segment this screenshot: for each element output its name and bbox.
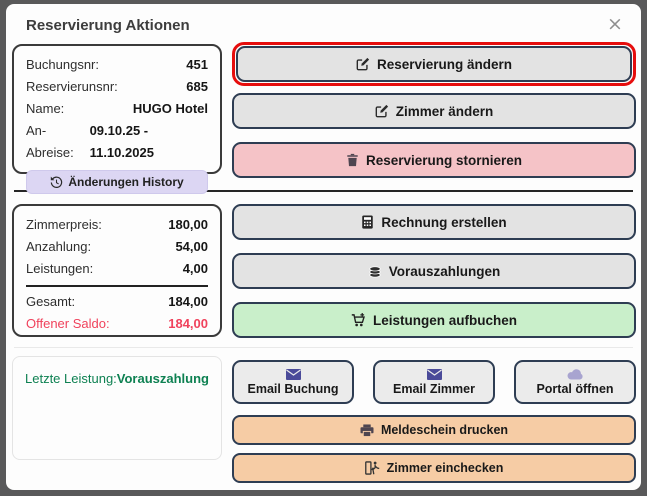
info-value: 184,00	[168, 316, 208, 331]
highlighted-target: Reservierung ändern	[232, 42, 636, 86]
button-label: Reservierung ändern	[376, 56, 513, 72]
envelope-icon	[285, 368, 301, 380]
button-label: Rechnung erstellen	[381, 214, 507, 230]
printer-icon	[360, 423, 374, 437]
button-label: Zimmer ändern	[395, 103, 494, 119]
info-value: 451	[186, 57, 208, 72]
section-services: Letzte Leistung: Vorauszahlung Email Buc…	[6, 356, 641, 483]
info-label: Leistungen:	[26, 261, 94, 276]
info-row: Reservierunsnr: 685	[26, 76, 208, 98]
button-label: Zimmer einchecken	[386, 461, 504, 475]
info-row: Leistungen: 4,00	[26, 258, 208, 280]
billing-info-panel: Zimmerpreis: 180,00 Anzahlung: 54,00 Lei…	[12, 204, 222, 337]
envelope-icon	[426, 368, 442, 380]
info-value: 184,00	[168, 294, 208, 309]
check-in-room-button[interactable]: Zimmer einchecken	[232, 453, 636, 483]
button-label: Email Zimmer	[393, 381, 475, 396]
info-label: An-Abreise:	[26, 123, 74, 160]
history-button-label: Änderungen History	[68, 175, 184, 189]
info-value: 09.10.25 - 11.10.2025	[89, 123, 154, 160]
reservation-actions-dialog: Reservierung Aktionen × Buchungsnr: 451 …	[6, 4, 641, 490]
button-label: Vorauszahlungen	[388, 263, 501, 279]
total-row: Gesamt: 184,00	[26, 291, 208, 313]
info-value: 685	[186, 79, 208, 94]
info-label: Buchungsnr:	[26, 57, 99, 72]
cloud-icon	[567, 368, 583, 380]
cancel-reservation-button[interactable]: Reservierung stornieren	[232, 142, 636, 178]
coins-icon	[368, 265, 382, 278]
button-label: Meldeschein drucken	[380, 423, 509, 437]
info-value: 180,00	[168, 217, 208, 232]
section-reservation: Buchungsnr: 451 Reservierunsnr: 685 Name…	[6, 42, 641, 194]
button-label: Reservierung stornieren	[365, 152, 523, 168]
info-row: Name: HUGO Hotel	[26, 98, 208, 120]
info-label: Letzte Leistung:	[25, 371, 117, 386]
info-row: Buchungsnr: 451	[26, 54, 208, 76]
email-booking-button[interactable]: Email Buchung	[232, 360, 354, 404]
trash-icon	[346, 153, 359, 167]
change-reservation-button[interactable]: Reservierung ändern	[236, 46, 632, 82]
info-label: Name:	[26, 101, 65, 116]
info-value: 54,00	[175, 239, 208, 254]
last-service-panel: Letzte Leistung: Vorauszahlung	[12, 356, 222, 460]
change-room-button[interactable]: Zimmer ändern	[232, 93, 636, 129]
info-row: Zimmerpreis: 180,00	[26, 214, 208, 236]
info-row: Anzahlung: 54,00	[26, 236, 208, 258]
info-label: Gesamt:	[26, 294, 76, 309]
last-service-row: Letzte Leistung: Vorauszahlung	[25, 368, 209, 390]
calculator-icon	[361, 215, 374, 229]
email-room-button[interactable]: Email Zimmer	[373, 360, 495, 404]
open-portal-button[interactable]: Portal öffnen	[514, 360, 636, 404]
book-services-button[interactable]: Leistungen aufbuchen	[232, 302, 636, 338]
cart-plus-icon	[351, 313, 366, 327]
info-value: HUGO Hotel	[132, 101, 208, 116]
section-divider-light	[14, 347, 633, 348]
totals-divider	[26, 285, 208, 287]
close-icon[interactable]: ×	[603, 12, 627, 36]
button-label: Leistungen aufbuchen	[372, 312, 517, 328]
communication-button-row: Email Buchung Email Zimmer Portal öffnen	[232, 360, 636, 404]
history-icon	[50, 176, 63, 189]
info-label: Zimmerpreis:	[26, 217, 102, 232]
info-label: Anzahlung:	[26, 239, 92, 254]
prepayments-button[interactable]: Vorauszahlungen	[232, 253, 636, 289]
booking-info-panel: Buchungsnr: 451 Reservierunsnr: 685 Name…	[12, 44, 222, 194]
changes-history-button[interactable]: Änderungen History	[26, 170, 208, 194]
print-registration-form-button[interactable]: Meldeschein drucken	[232, 415, 636, 445]
section-divider	[14, 190, 633, 192]
dialog-title: Reservierung Aktionen	[26, 17, 190, 34]
dialog-header: Reservierung Aktionen ×	[6, 4, 641, 42]
info-row: An-Abreise: 09.10.25 - 11.10.2025	[26, 120, 208, 164]
info-label: Offener Saldo:	[26, 316, 110, 331]
open-balance-row: Offener Saldo: 184,00	[26, 313, 208, 335]
walk-in-icon	[364, 461, 380, 475]
info-label: Reservierunsnr:	[26, 79, 118, 94]
button-label: Portal öffnen	[536, 381, 614, 396]
edit-icon	[356, 57, 370, 71]
edit-icon	[375, 104, 389, 118]
button-label: Email Buchung	[247, 381, 339, 396]
info-value: 4,00	[182, 261, 208, 276]
section-billing: Zimmerpreis: 180,00 Anzahlung: 54,00 Lei…	[6, 204, 641, 338]
info-value: Vorauszahlung	[116, 371, 209, 386]
create-invoice-button[interactable]: Rechnung erstellen	[232, 204, 636, 240]
